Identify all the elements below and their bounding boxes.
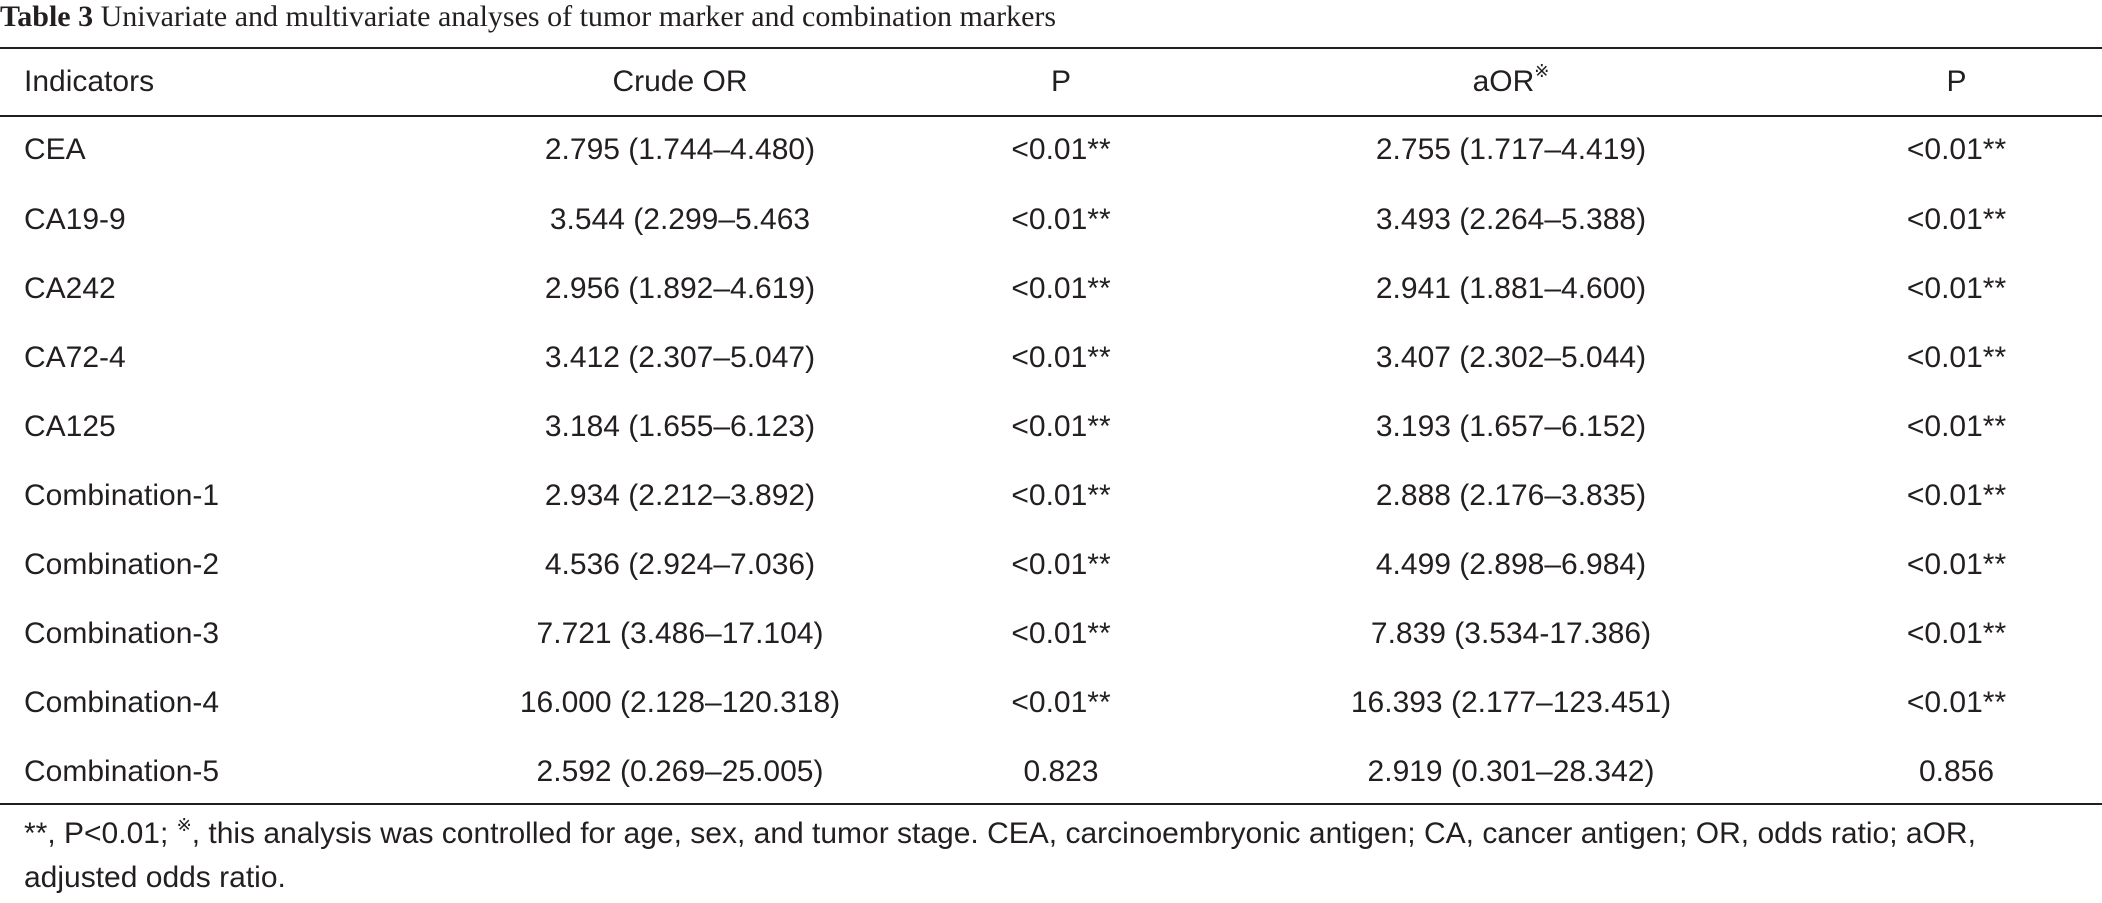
cell-p-crude: <0.01** [1011,409,1111,443]
reference-mark: ※ [1534,60,1550,81]
cell-aor: 2.941 (1.881–4.600) [1375,271,1647,305]
cell-indicator: Combination-1 [24,478,220,512]
cell-crude-or: 3.544 (2.299–5.463 [549,202,811,236]
results-table: Indicators Crude OR P aOR※ P CEA 2.795 (… [0,48,2102,806]
cell-indicator: Combination-5 [24,754,220,788]
cell-indicator: CA72-4 [24,340,126,374]
cell-p-crude: <0.01** [1011,547,1111,581]
footnote-text-part2: , this analysis was controlled for age, … [24,817,1976,894]
cell-p-crude: <0.01** [1011,478,1111,512]
cell-aor: 3.493 (2.264–5.388) [1375,202,1647,236]
cell-p-crude: <0.01** [1011,685,1111,719]
cell-p-adjusted: <0.01** [1906,616,2007,650]
table-top-rule [0,47,2102,49]
cell-aor: 16.393 (2.177–123.451) [1350,685,1672,719]
cell-indicator: Combination-4 [24,685,220,719]
cell-aor: 7.839 (3.534-17.386) [1370,616,1652,650]
cell-p-adjusted: <0.01** [1906,409,2007,443]
table-footnote: **, P<0.01; ※, this analysis was control… [24,812,2084,900]
cell-indicator: CA242 [24,271,116,305]
cell-indicator: Combination-3 [24,616,220,650]
cell-p-adjusted: <0.01** [1906,685,2007,719]
cell-p-adjusted: <0.01** [1906,271,2007,305]
column-header-indicators: Indicators [24,64,155,98]
table-row: CA242 2.956 (1.892–4.619) <0.01** 2.941 … [0,254,2102,323]
cell-p-adjusted: 0.856 [1918,754,1995,788]
table-row: CEA 2.795 (1.744–4.480) <0.01** 2.755 (1… [0,115,2102,185]
cell-aor: 3.193 (1.657–6.152) [1375,409,1647,443]
cell-aor: 2.919 (0.301–28.342) [1367,754,1655,788]
cell-indicator: CA19-9 [24,202,126,236]
cell-p-adjusted: <0.01** [1906,547,2007,581]
table-row: Combination-5 2.592 (0.269–25.005) 0.823… [0,737,2102,806]
cell-p-crude: <0.01** [1011,133,1111,166]
cell-p-adjusted: <0.01** [1906,202,2007,236]
footnote-reference-mark: ※ [176,815,192,835]
cell-indicator: Combination-2 [24,547,220,581]
cell-p-adjusted: <0.01** [1906,133,2007,166]
cell-p-crude: <0.01** [1011,340,1111,374]
cell-crude-or: 7.721 (3.486–17.104) [536,616,824,650]
table-header-rule [0,115,2102,117]
table-row: CA72-4 3.412 (2.307–5.047) <0.01** 3.407… [0,323,2102,392]
cell-p-crude: 0.823 [1023,754,1099,788]
table-header-row: Indicators Crude OR P aOR※ P [0,48,2102,115]
cell-p-crude: <0.01** [1011,616,1111,650]
table-row: Combination-1 2.934 (2.212–3.892) <0.01*… [0,461,2102,530]
cell-p-crude: <0.01** [1011,271,1111,305]
cell-p-adjusted: <0.01** [1906,478,2007,512]
cell-crude-or: 16.000 (2.128–120.318) [519,685,841,719]
column-header-p-adjusted: P [1946,64,1967,98]
column-header-aor: aOR※ [1211,48,1811,115]
cell-p-adjusted: <0.01** [1906,340,2007,374]
table-caption-text: Univariate and multivariate analyses of … [100,0,1057,33]
footnote-text-part1: **, P<0.01; [24,817,177,850]
cell-crude-or: 2.592 (0.269–25.005) [536,754,824,788]
table-row: CA125 3.184 (1.655–6.123) <0.01** 3.193 … [0,392,2102,461]
table-row: CA19-9 3.544 (2.299–5.463 <0.01** 3.493 … [0,185,2102,254]
cell-crude-or: 3.184 (1.655–6.123) [544,409,816,443]
cell-crude-or: 2.795 (1.744–4.480) [544,133,816,166]
cell-crude-or: 4.536 (2.924–7.036) [544,547,816,581]
column-header-aor-label: aOR [1472,64,1535,98]
table-row: Combination-4 16.000 (2.128–120.318) <0.… [0,668,2102,737]
table-caption-label: Table 3 [0,0,94,33]
table-bottom-rule [0,803,2102,805]
cell-p-crude: <0.01** [1011,202,1111,236]
cell-aor: 2.888 (2.176–3.835) [1375,478,1647,512]
column-header-crude-or: Crude OR [612,64,748,98]
cell-aor: 3.407 (2.302–5.044) [1375,340,1647,374]
cell-crude-or: 2.956 (1.892–4.619) [544,271,816,305]
cell-indicator: CA125 [24,409,116,443]
cell-crude-or: 3.412 (2.307–5.047) [544,340,816,374]
cell-indicator: CEA [24,133,86,166]
column-header-p-crude: P [1050,64,1071,98]
cell-crude-or: 2.934 (2.212–3.892) [544,478,816,512]
cell-aor: 2.755 (1.717–4.419) [1375,133,1647,166]
table-row: Combination-2 4.536 (2.924–7.036) <0.01*… [0,530,2102,599]
cell-aor: 4.499 (2.898–6.984) [1375,547,1647,581]
table-caption: Table 3 Univariate and multivariate anal… [0,0,1056,38]
table-row: Combination-3 7.721 (3.486–17.104) <0.01… [0,599,2102,668]
